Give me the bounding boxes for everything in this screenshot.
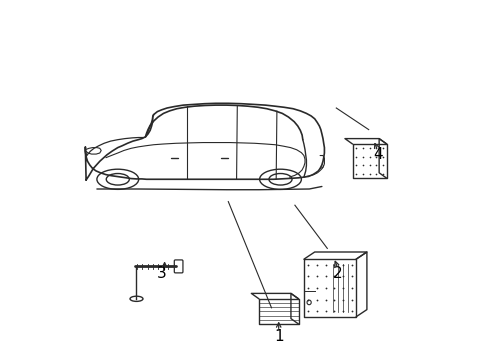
Text: 4: 4 <box>372 147 382 162</box>
Text: 1: 1 <box>273 329 283 344</box>
Text: 2: 2 <box>333 266 342 281</box>
Text: 3: 3 <box>157 266 166 281</box>
